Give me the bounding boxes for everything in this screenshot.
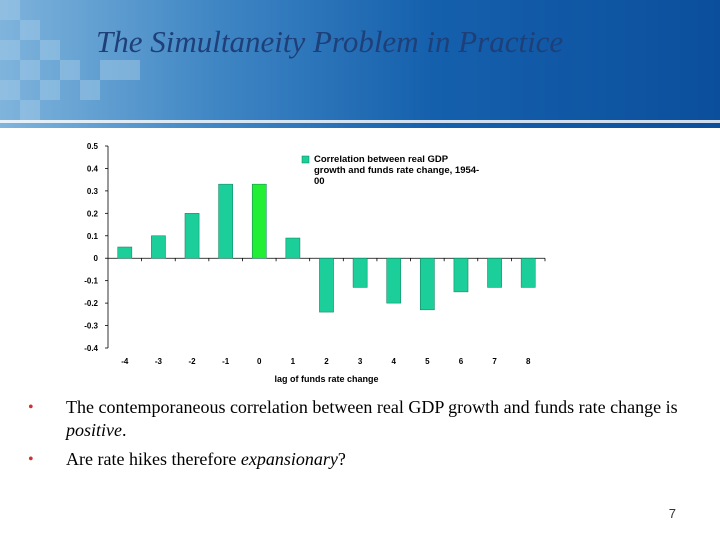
x-tick-label: 0: [257, 357, 262, 366]
y-tick-label: 0.2: [87, 209, 99, 218]
y-tick-label: 0.1: [87, 232, 99, 241]
x-tick-label: 3: [358, 357, 363, 366]
bullet-list: The contemporaneous correlation between …: [28, 396, 688, 477]
x-tick-label: -2: [188, 357, 196, 366]
bar: [352, 257, 368, 288]
bullet-emphasis: expansionary: [240, 449, 338, 469]
bar: [386, 257, 402, 304]
bar-chart: 0.5 0.4 0.3 0.2 0.1 0 -0.1 -0.2 -0.3 -0.4 -4 -3 -2 -1…: [84, 142, 546, 384]
x-tick-label: 6: [459, 357, 464, 366]
bar: [251, 183, 267, 259]
bullet-item: Are rate hikes therefore expansionary?: [28, 448, 688, 471]
y-tick-label: -0.3: [84, 322, 98, 331]
bar: [420, 257, 435, 311]
y-tick-label: -0.2: [84, 299, 98, 308]
x-tick-label: 5: [425, 357, 430, 366]
bar: [151, 235, 166, 259]
bar: [319, 257, 334, 313]
bullet-text: The contemporaneous correlation between …: [66, 397, 678, 417]
x-tick-label: 7: [492, 357, 497, 366]
bullet-item: The contemporaneous correlation between …: [28, 396, 688, 442]
bullet-text: Are rate hikes therefore: [66, 449, 241, 469]
x-tick-label: -4: [121, 357, 129, 366]
bullet-text-end: .: [122, 420, 127, 440]
y-tick-label: 0.3: [87, 187, 99, 196]
bar: [218, 183, 233, 259]
bullet-text-end: ?: [337, 449, 346, 469]
x-tick-label: 4: [392, 357, 397, 366]
bar: [520, 257, 536, 288]
x-axis-title: lag of funds rate change: [274, 374, 378, 384]
bullet-emphasis: positive: [66, 420, 122, 440]
y-tick-label: 0.4: [87, 164, 99, 173]
bar: [184, 213, 200, 259]
x-tick-label: -3: [155, 357, 163, 366]
bar: [285, 237, 301, 259]
y-tick-label: -0.1: [84, 277, 98, 286]
y-tick-label: -0.4: [84, 344, 98, 353]
bar: [453, 257, 469, 293]
bar: [117, 246, 133, 259]
x-tick-label: 2: [324, 357, 329, 366]
y-tick-label: 0.5: [87, 142, 99, 151]
x-tick-label: 1: [291, 357, 296, 366]
page-number: 7: [668, 506, 676, 521]
slide-header: [0, 0, 720, 128]
x-tick-label: -1: [222, 357, 230, 366]
legend-text: Correlation between real GDP: [314, 154, 449, 165]
y-tick-label: 0: [94, 254, 99, 263]
legend-text: growth and funds rate change, 1954-: [314, 165, 479, 176]
bar: [487, 257, 502, 288]
legend-text: 00: [314, 176, 325, 187]
legend-swatch: [301, 155, 310, 164]
slide-title: The Simultaneity Problem in Practice: [96, 24, 564, 59]
x-tick-label: 8: [526, 357, 531, 366]
